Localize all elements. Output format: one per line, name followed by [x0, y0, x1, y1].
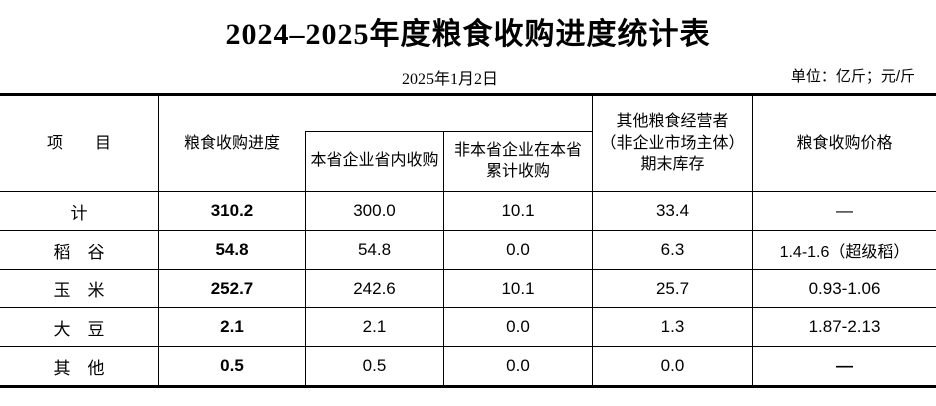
cell-soybean-price: 1.87-2.13 — [752, 308, 936, 347]
cell-rice-local: 54.8 — [305, 231, 443, 270]
cell-rice-progress: 54.8 — [158, 231, 305, 270]
cell-other-progress: 0.5 — [158, 347, 305, 385]
cell-soybean-local: 2.1 — [305, 308, 443, 347]
cell-corn-local: 242.6 — [305, 270, 443, 308]
header-nonlocal-purchase: 非本省企业在本省 累计收购 — [443, 96, 592, 192]
cell-total-nonlocal: 10.1 — [443, 192, 592, 231]
cell-other-item: 其 他 — [53, 358, 105, 378]
header-progress: 粮食收购进度 — [158, 96, 305, 192]
cell-corn-nonlocal: 10.1 — [443, 270, 592, 308]
cell-soybean-item: 大 豆 — [0, 308, 158, 347]
header-local-purchase: 本省企业省内收购 — [305, 96, 443, 192]
header-price: 粮食收购价格 — [752, 96, 936, 192]
header-local-purchase-label: 本省企业省内收购 — [305, 131, 443, 191]
cell-soybean-progress: 2.1 — [158, 308, 305, 347]
cell-soybean-stock: 1.3 — [592, 308, 752, 347]
cell-corn-stock: 25.7 — [592, 270, 752, 308]
header-item: 项 目 — [0, 96, 158, 192]
stats-table: 项 目 粮食收购进度 本省企业省内收购 非本省企业在本省 累计收购 其他粮食经营… — [0, 93, 936, 388]
cell-corn-progress: 252.7 — [158, 270, 305, 308]
cell-total-local: 300.0 — [305, 192, 443, 231]
cell-rice-stock: 6.3 — [592, 231, 752, 270]
unit-note: 单位：亿斤；元/斤 — [790, 68, 915, 85]
cell-other-price: — — [752, 347, 936, 385]
header-nonlocal-purchase-label: 非本省企业在本省 累计收购 — [443, 131, 592, 191]
header-other-stock: 其他粮食经营者 （非企业市场主体） 期末库存 — [592, 96, 752, 192]
cell-total-stock: 33.4 — [592, 192, 752, 231]
cell-total-progress: 310.2 — [158, 192, 305, 231]
report-date: 2025年1月2日 — [401, 71, 498, 88]
cell-rice-price: 1.4-1.6（超级稻） — [752, 231, 936, 270]
cell-other-local: 0.5 — [305, 347, 443, 385]
cell-corn-item: 玉 米 — [0, 270, 158, 308]
cell-rice-item: 稻 谷 — [0, 231, 158, 270]
cell-other-nonlocal: 0.0 — [443, 347, 592, 385]
cell-total-price: — — [752, 192, 936, 231]
cell-other-stock: 0.0 — [592, 347, 752, 385]
cell-soybean-nonlocal: 0.0 — [443, 308, 592, 347]
page-title: 2024–2025年度粮食收购进度统计表 — [225, 18, 711, 51]
cell-rice-nonlocal: 0.0 — [443, 231, 592, 270]
cell-corn-price: 0.93-1.06 — [752, 270, 936, 308]
cell-total-item: 计 — [0, 192, 158, 231]
